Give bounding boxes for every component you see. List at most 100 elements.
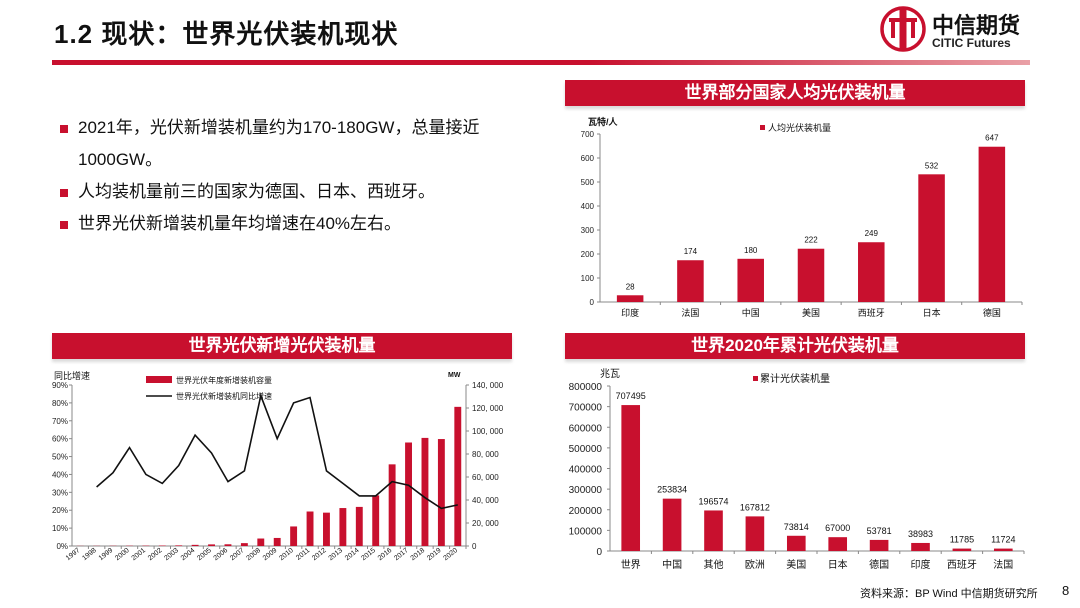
growth-line xyxy=(96,392,458,510)
bullet-item: 人均装机量前三的国家为德国、日本、西班牙。 xyxy=(60,176,520,208)
x-tick-label: 2009 xyxy=(262,547,279,562)
data-label: 11724 xyxy=(991,535,1015,545)
bar xyxy=(454,406,462,546)
bar xyxy=(704,510,723,551)
data-label: 647 xyxy=(985,134,999,143)
right-y-tick-label: 120, 000 xyxy=(472,404,504,413)
x-tick-label: 2018 xyxy=(410,547,427,562)
y-tick-label: 300000 xyxy=(569,485,603,496)
y-tick-label: 300 xyxy=(581,226,595,235)
left-y-tick-label: 40% xyxy=(52,470,68,479)
data-label: 253834 xyxy=(657,485,687,495)
data-label: 174 xyxy=(684,247,698,256)
new-installs-chart-title: 世界光伏新增光伏装机量 xyxy=(188,336,376,355)
y-tick-label: 200000 xyxy=(569,506,603,517)
bar xyxy=(372,495,380,546)
legend-label-bar: 世界光伏年度新增装机容量 xyxy=(176,375,272,385)
y-tick-label: 400 xyxy=(581,202,595,211)
x-tick-label: 2013 xyxy=(328,547,345,562)
data-label: 180 xyxy=(744,246,758,255)
x-tick-label: 2007 xyxy=(229,547,246,562)
left-y-tick-label: 60% xyxy=(52,435,68,444)
x-tick-label: 西班牙 xyxy=(858,307,885,318)
bar xyxy=(677,260,704,302)
legend-label: 累计光伏装机量 xyxy=(760,372,830,385)
x-tick-label: 西班牙 xyxy=(947,559,977,571)
y-tick-label: 700000 xyxy=(569,403,603,414)
x-tick-label: 印度 xyxy=(621,307,639,318)
bar xyxy=(323,512,330,546)
x-tick-label: 日本 xyxy=(923,307,941,318)
data-label: 532 xyxy=(925,161,939,170)
bar xyxy=(421,437,429,546)
citic-logo: 中信期货 CITIC Futures xyxy=(880,6,1030,54)
logo-english-name: CITIC Futures xyxy=(932,36,1011,50)
data-label: 11785 xyxy=(950,535,974,545)
bar xyxy=(797,248,825,302)
data-label: 222 xyxy=(804,236,818,245)
right-y-tick-label: 80, 000 xyxy=(472,450,499,459)
bar xyxy=(208,544,215,546)
bar xyxy=(437,439,445,546)
x-tick-label: 2014 xyxy=(344,547,361,562)
data-label: 53781 xyxy=(867,526,892,536)
legend-swatch xyxy=(753,376,758,381)
right-axis-label: MW xyxy=(448,372,461,379)
bar xyxy=(858,242,885,302)
x-tick-label: 2005 xyxy=(196,547,213,562)
x-tick-label: 2017 xyxy=(393,547,410,562)
bar xyxy=(191,544,199,546)
data-label: 73814 xyxy=(784,522,809,532)
cumulative-chart: 兆瓦 0 100000 200000 300000 400000 500000 600000 7… xyxy=(569,368,1025,571)
bar xyxy=(306,511,314,546)
logo-chinese-name: 中信期货 xyxy=(932,13,1021,38)
per-capita-chart-title: 世界部分国家人均光伏装机量 xyxy=(684,83,906,102)
x-tick-label: 美国 xyxy=(786,558,806,571)
legend-label-line: 世界光伏新增装机同比增速 xyxy=(176,391,272,401)
bar xyxy=(388,464,396,546)
x-tick-label: 其他 xyxy=(704,558,724,571)
right-y-tick-label: 140, 000 xyxy=(472,381,504,390)
y-axis-label: 瓦特/人 xyxy=(588,116,619,127)
bar xyxy=(828,537,848,551)
x-tick-label: 2006 xyxy=(213,547,230,562)
bar xyxy=(745,516,765,551)
y-tick-label: 600 xyxy=(581,154,595,163)
bullet-item: 世界光伏新增装机量年均增速在40%左右。 xyxy=(60,208,520,240)
x-tick-label: 2015 xyxy=(360,547,377,562)
y-tick-label: 700 xyxy=(581,130,595,139)
bar xyxy=(993,548,1013,551)
x-tick-label: 2016 xyxy=(377,547,394,562)
bar xyxy=(290,526,298,546)
right-y-tick-label: 20, 000 xyxy=(472,519,499,528)
data-label: 249 xyxy=(865,229,879,238)
y-tick-label: 0 xyxy=(590,298,595,307)
left-y-tick-label: 0% xyxy=(56,542,68,551)
legend-swatch-bar xyxy=(146,376,172,383)
y-tick-label: 100 xyxy=(581,274,595,283)
x-tick-label: 1998 xyxy=(81,547,98,562)
data-label: 67000 xyxy=(825,523,850,533)
data-label: 707495 xyxy=(616,391,646,401)
bar xyxy=(224,544,232,546)
bar xyxy=(952,548,972,551)
bar xyxy=(911,542,930,551)
x-tick-label: 2008 xyxy=(245,547,262,562)
y-tick-label: 100000 xyxy=(569,526,603,537)
x-tick-label: 美国 xyxy=(802,307,820,318)
right-y-tick-label: 100, 000 xyxy=(472,427,504,436)
x-tick-label: 法国 xyxy=(993,558,1013,571)
bar xyxy=(273,537,281,546)
x-tick-label: 德国 xyxy=(983,307,1001,318)
left-axis-label: 同比增速 xyxy=(54,370,90,381)
left-y-tick-label: 30% xyxy=(52,488,68,497)
y-tick-label: 0 xyxy=(596,547,602,558)
x-tick-label: 2019 xyxy=(426,547,443,562)
citic-logo-icon xyxy=(880,6,926,52)
x-tick-label: 中国 xyxy=(662,558,682,571)
new-installs-chart-header: 世界光伏新增光伏装机量 xyxy=(52,333,512,359)
y-tick-label: 200 xyxy=(581,250,595,259)
per-capita-chart-header: 世界部分国家人均光伏装机量 xyxy=(565,80,1025,106)
bar xyxy=(621,405,641,551)
y-tick-label: 600000 xyxy=(569,423,603,434)
